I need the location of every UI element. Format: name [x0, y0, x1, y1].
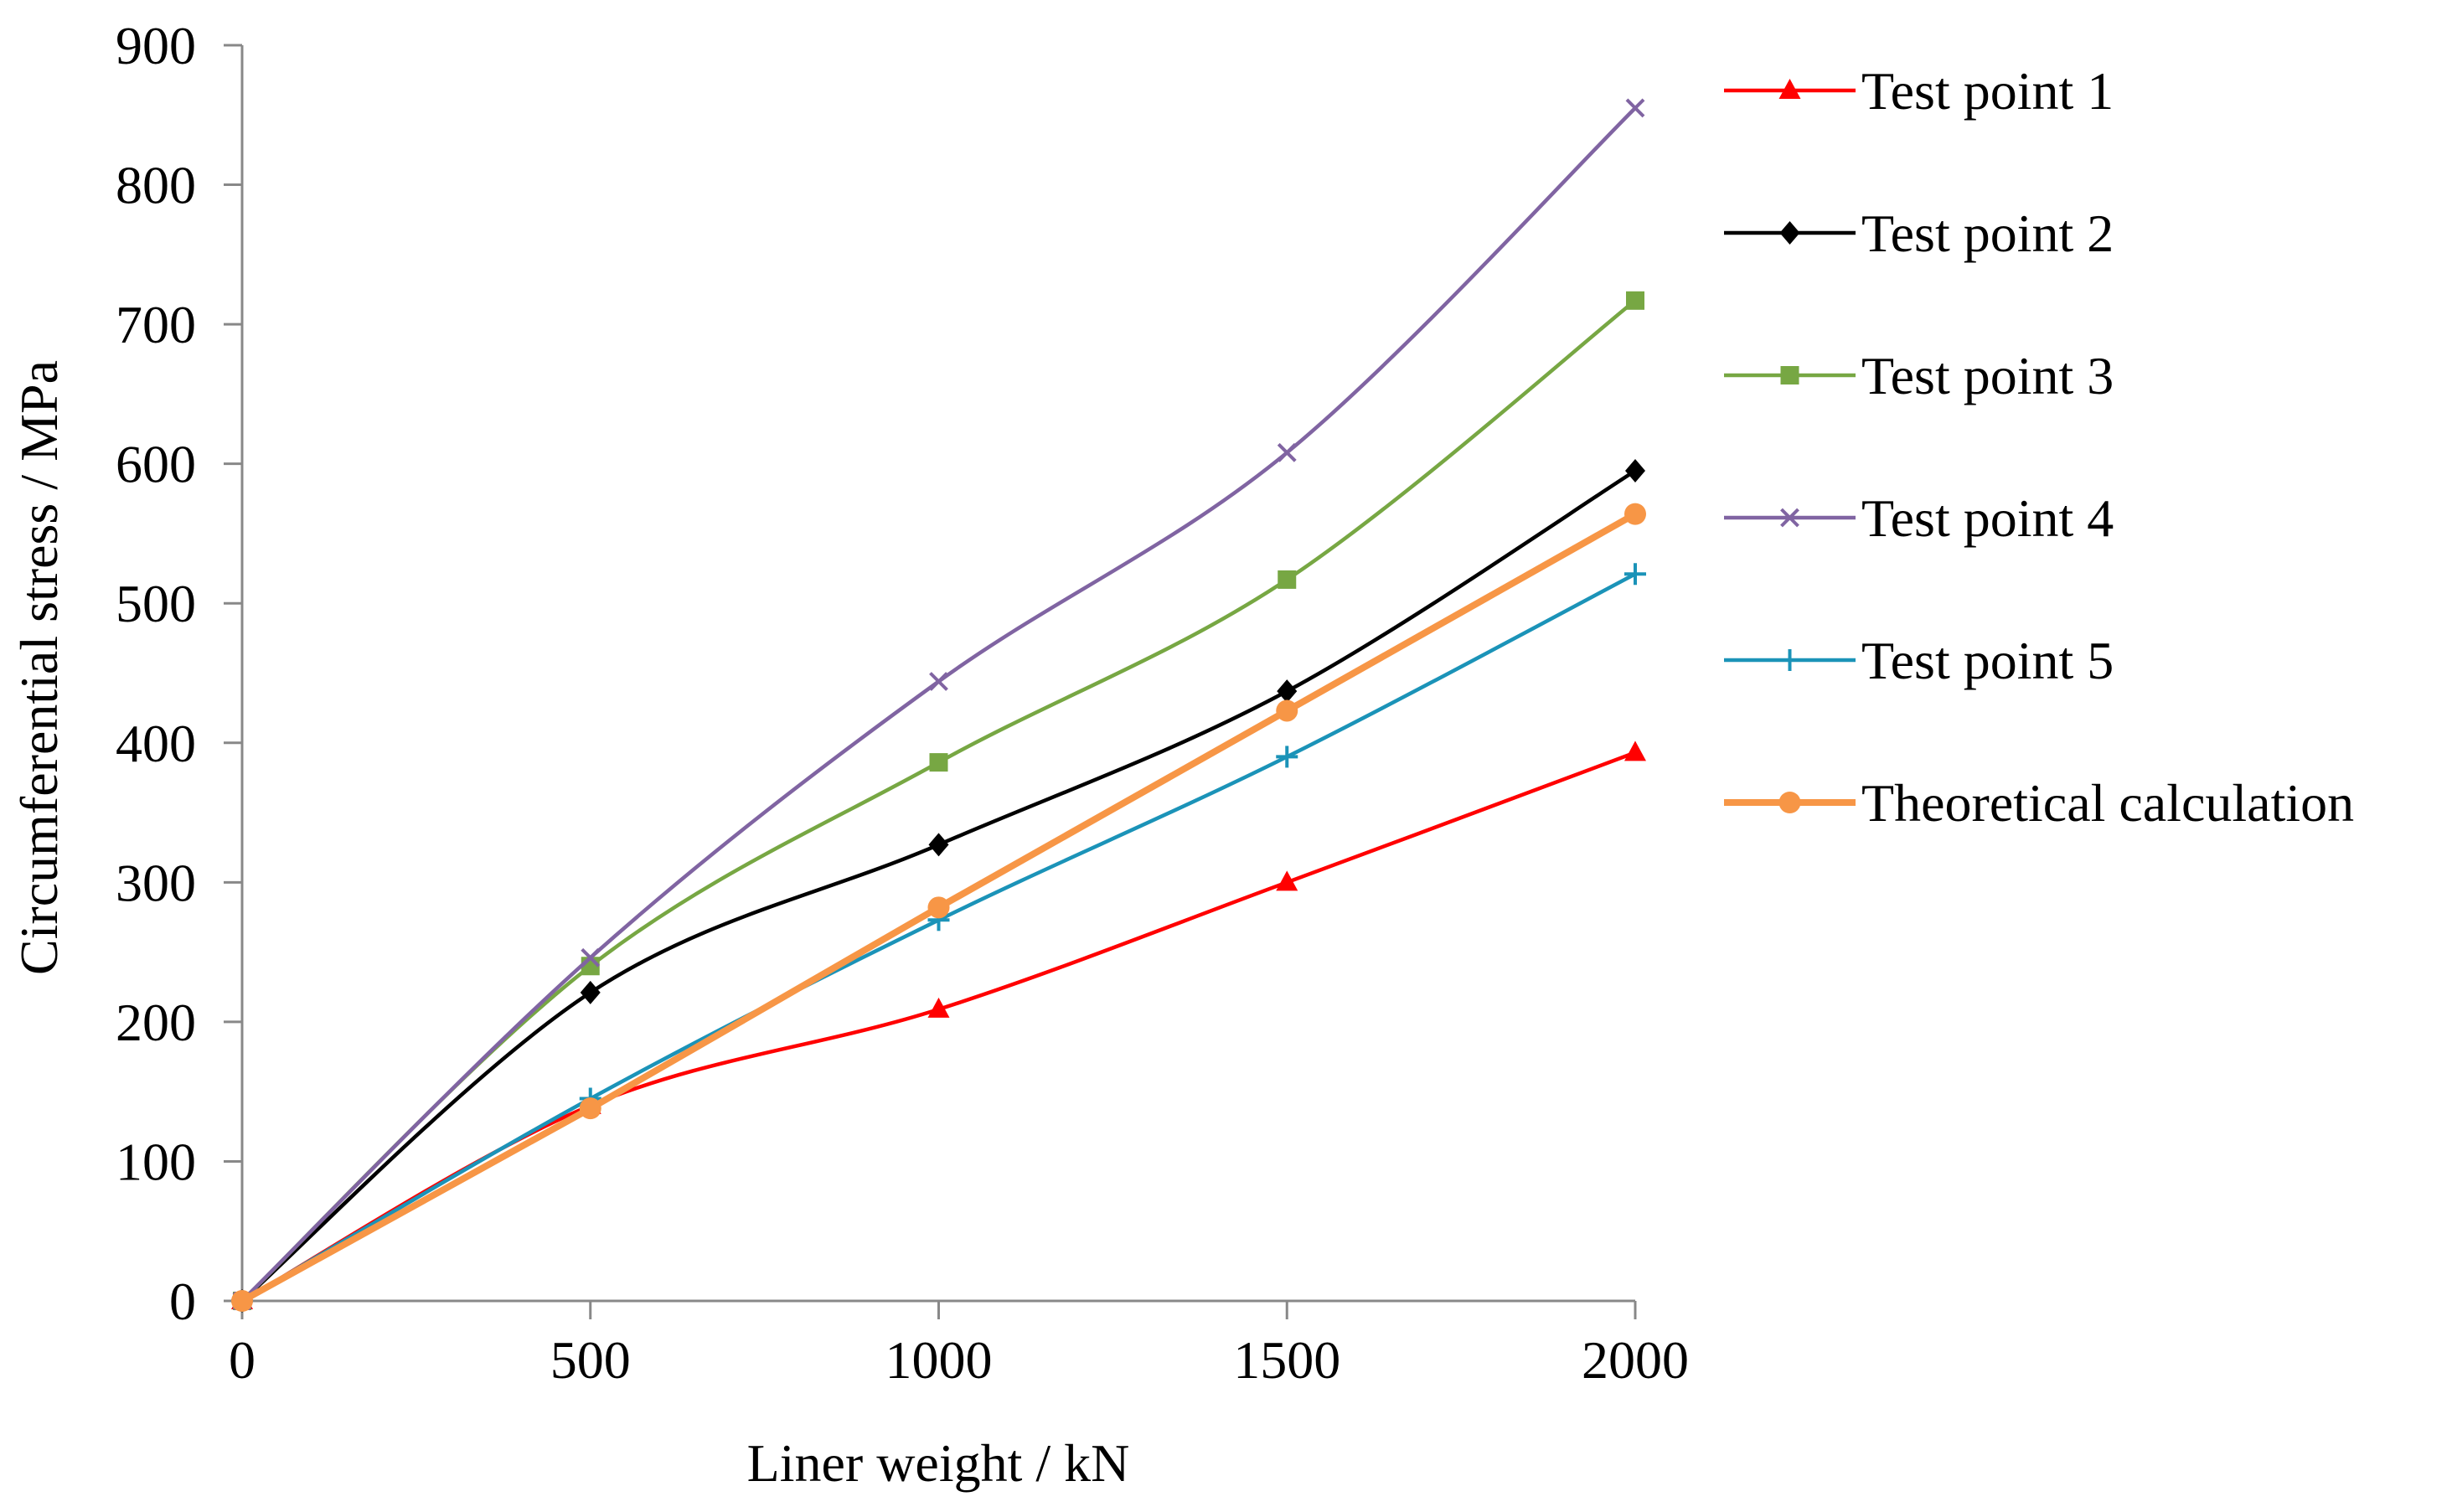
- y-tick-label: 700: [116, 295, 196, 354]
- y-tick-label: 0: [169, 1272, 196, 1331]
- y-tick-label: 200: [116, 993, 196, 1052]
- data-point-test-point-4: [1277, 442, 1297, 462]
- data-point-test-point-4: [581, 947, 601, 968]
- series-test-point-4: [232, 98, 1645, 1311]
- data-point-test-point-5: [1624, 563, 1646, 586]
- legend-label-test-point-5: Test point 5: [1861, 631, 2114, 690]
- legend-marker-theoretical-calculation: [1778, 792, 1801, 813]
- data-point-test-point-2: [1277, 679, 1298, 704]
- data-point-test-point-2: [580, 980, 601, 1004]
- data-point-test-point-4: [929, 672, 948, 691]
- legend-item-theoretical-calculation: Theoretical calculation: [1724, 773, 2354, 833]
- data-point-test-point-5: [1276, 746, 1298, 768]
- x-tick-label: 2000: [1582, 1330, 1689, 1390]
- y-tick-label: 900: [116, 16, 196, 75]
- data-point-test-point-3: [929, 753, 948, 772]
- data-point-test-point-1: [1276, 870, 1298, 891]
- data-point-test-point-4: [1625, 98, 1645, 118]
- y-axis-title: Circumferential stress / MPa: [9, 360, 69, 975]
- data-point-test-point-3: [1278, 570, 1297, 589]
- x-tick-label: 500: [550, 1330, 631, 1390]
- data-point-theoretical-calculation: [579, 1097, 601, 1120]
- legend-label-theoretical-calculation: Theoretical calculation: [1861, 773, 2354, 833]
- series-line-test-point-3: [240, 299, 1637, 1303]
- legend-marker-test-point-1: [1778, 79, 1801, 99]
- x-axis-title: Liner weight / kN: [747, 1433, 1130, 1493]
- legend-marker-test-point-3: [1780, 366, 1799, 384]
- y-tick-label: 400: [116, 714, 196, 773]
- data-point-test-point-2: [1625, 458, 1645, 482]
- legend-marker-test-point-5: [1778, 649, 1801, 671]
- data-point-theoretical-calculation: [1624, 503, 1646, 525]
- x-tick-label: 1000: [885, 1330, 993, 1390]
- y-tick-label: 300: [116, 853, 196, 912]
- legend-item-test-point-2: Test point 2: [1724, 204, 2114, 263]
- series-test-point-2: [232, 458, 1645, 1313]
- y-tick-label: 100: [116, 1132, 196, 1191]
- x-tick-label: 1500: [1233, 1330, 1340, 1390]
- legend-marker-test-point-4: [1780, 508, 1799, 528]
- data-point-test-point-1: [927, 997, 950, 1018]
- series-test-point-5: [231, 563, 1646, 1312]
- legend-label-test-point-2: Test point 2: [1861, 204, 2114, 263]
- data-point-test-point-1: [1624, 741, 1646, 761]
- legend-label-test-point-3: Test point 3: [1861, 346, 2114, 405]
- legend-item-test-point-5: Test point 5: [1724, 631, 2114, 690]
- data-point-theoretical-calculation: [1276, 699, 1298, 722]
- y-tick-label: 500: [116, 574, 196, 633]
- y-tick-label: 800: [116, 156, 196, 215]
- data-point-theoretical-calculation: [231, 1290, 253, 1312]
- legend-item-test-point-4: Test point 4: [1724, 488, 2114, 548]
- legend-marker-test-point-2: [1779, 221, 1800, 245]
- data-point-test-point-2: [928, 833, 949, 857]
- legend-item-test-point-1: Test point 1: [1724, 61, 2114, 121]
- data-point-test-point-3: [1626, 291, 1644, 310]
- legend-label-test-point-1: Test point 1: [1861, 61, 2114, 121]
- series-theoretical-calculation: [231, 503, 1646, 1312]
- series-test-point-1: [231, 741, 1646, 1309]
- y-tick-label: 600: [116, 435, 196, 494]
- series-line-test-point-4: [240, 106, 1637, 1303]
- data-point-theoretical-calculation: [927, 896, 950, 919]
- x-tick-label: 0: [229, 1330, 256, 1390]
- legend-label-test-point-4: Test point 4: [1861, 488, 2114, 548]
- series-test-point-3: [233, 291, 1644, 1310]
- legend-item-test-point-3: Test point 3: [1724, 346, 2114, 405]
